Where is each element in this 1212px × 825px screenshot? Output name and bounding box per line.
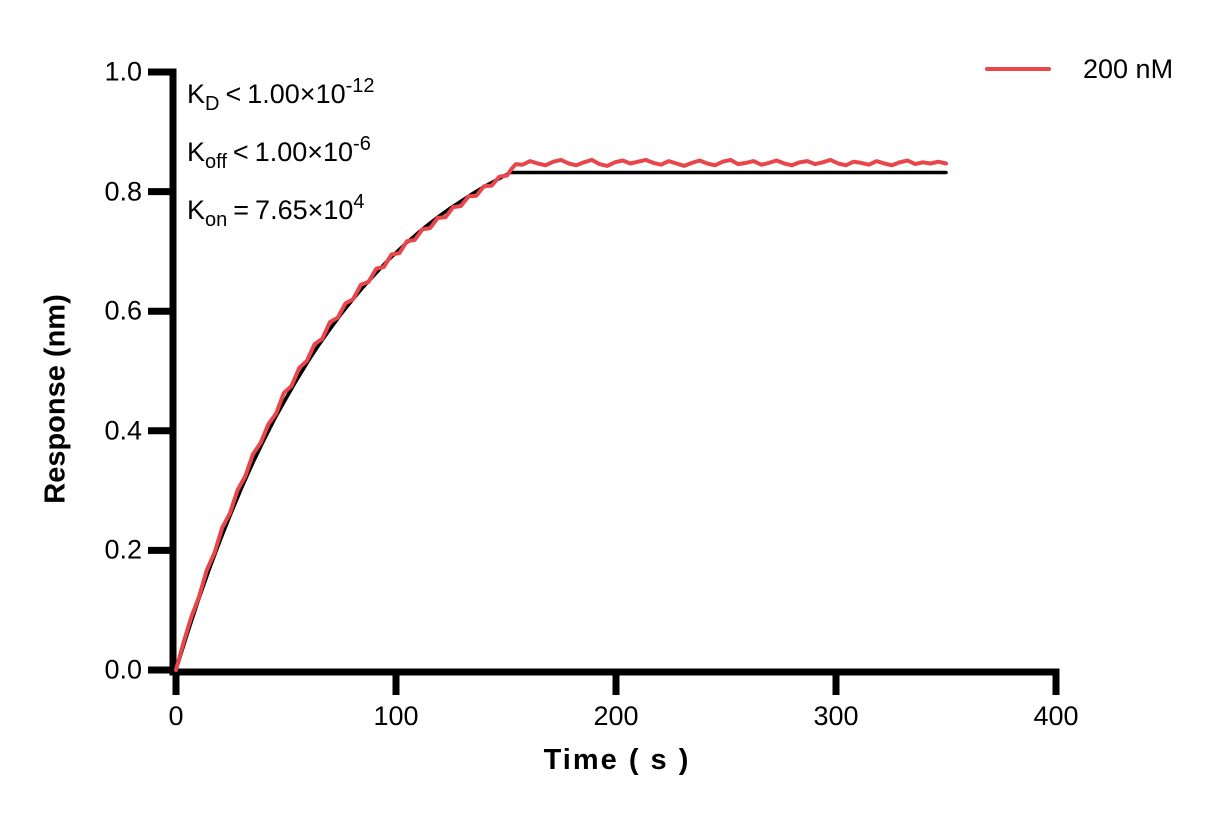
x-tick-label: 200: [593, 701, 639, 731]
y-axis-title: Response (nm): [39, 294, 72, 504]
y-tick-label: 0.0: [104, 654, 142, 685]
annotation-segment: K: [187, 137, 206, 167]
kinetics-annotation-koff: Koff <1.00×10-6: [187, 124, 375, 182]
annotation-segment: K: [187, 79, 206, 109]
x-tick-label: 300: [813, 701, 859, 731]
y-tick-label: 0.4: [104, 415, 142, 446]
y-tick-label: 1.0: [104, 56, 142, 87]
x-axis-title: Time ( s ): [543, 744, 691, 776]
x-tick-label: 100: [373, 701, 419, 731]
annotation-segment: <: [232, 137, 249, 167]
annotation-segment: K: [187, 195, 206, 225]
annotation-segment: 4: [353, 191, 365, 213]
kinetic-constants-annotation: KD <1.00×10-12 Koff <1.00×10-6 Kon = 7.65×104: [187, 66, 375, 240]
annotation-segment: off: [205, 151, 227, 173]
kinetics-annotation-kd: KD <1.00×10-12: [187, 66, 375, 124]
kinetics-annotation-kon: Kon = 7.65×104: [187, 182, 375, 240]
series-200-nm: [174, 157, 948, 672]
annotation-segment: -6: [353, 133, 371, 155]
annotation-segment: D: [205, 93, 220, 115]
annotation-segment: 1.00×10: [247, 79, 346, 109]
annotation-segment: =: [233, 195, 250, 225]
annotation-segment: on: [205, 209, 228, 231]
annotation-segment: -12: [345, 75, 375, 97]
y-tick-label: 0.8: [104, 176, 142, 207]
y-tick-label: 0.6: [104, 295, 142, 326]
annotation-segment: <: [225, 79, 242, 109]
y-tick-label: 0.2: [104, 534, 142, 565]
legend-line-swatch: [985, 67, 1051, 71]
x-tick-label: 400: [1033, 701, 1079, 731]
legend: 200 nM: [985, 55, 1173, 83]
series-fit: [174, 170, 948, 672]
x-tick-label: 0: [168, 701, 184, 731]
annotation-segment: 7.65×10: [255, 195, 354, 225]
annotation-segment: 1.00×10: [254, 137, 354, 167]
legend-label: 200 nM: [1083, 54, 1174, 84]
